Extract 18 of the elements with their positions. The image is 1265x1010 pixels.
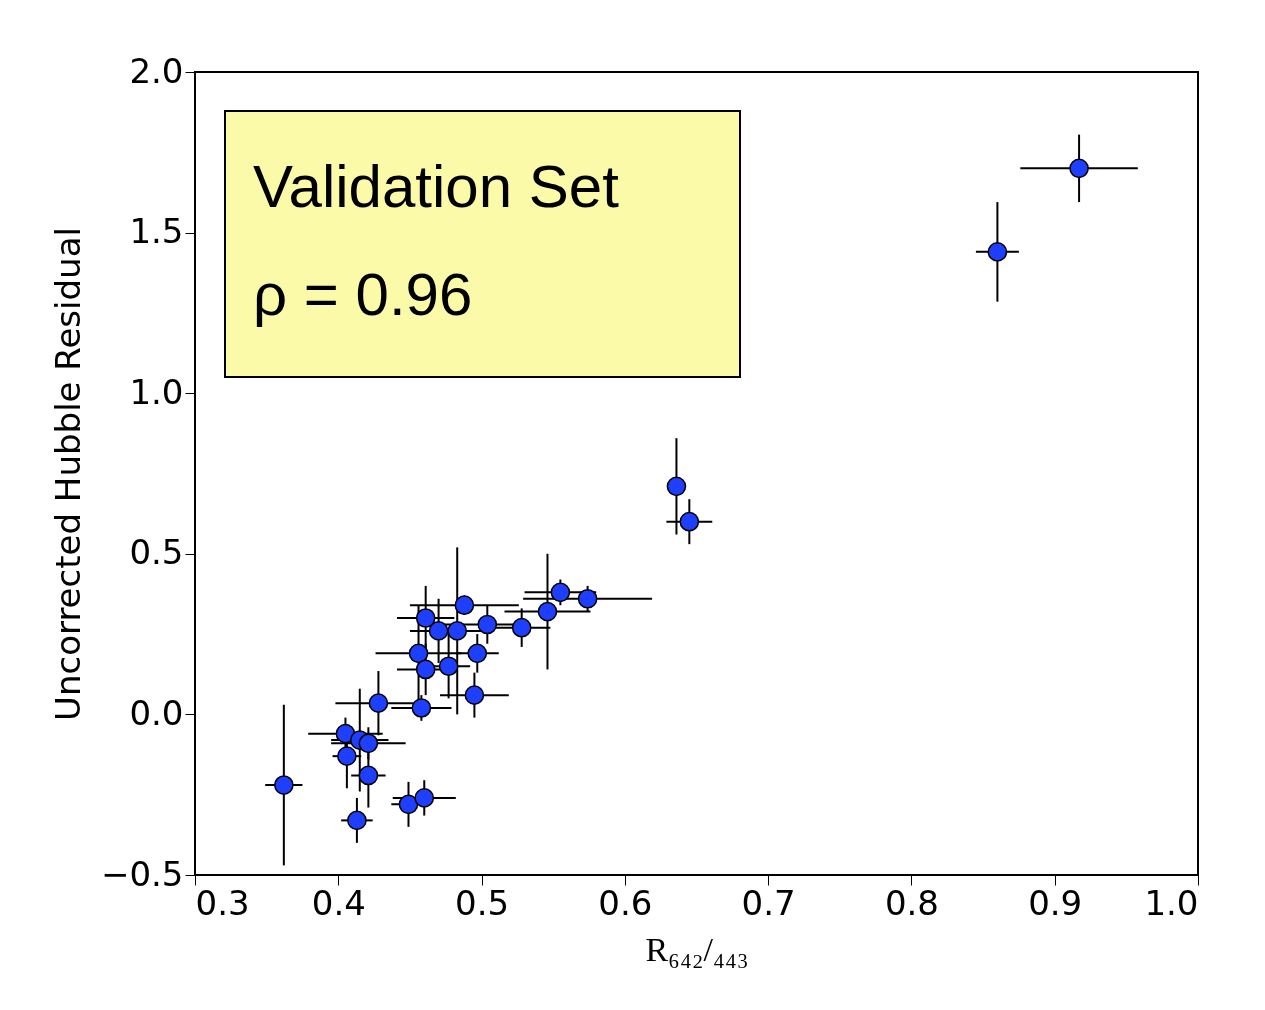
y-tick-label: 2.0 (129, 50, 184, 91)
annotation: ρ = 0.96 (253, 261, 473, 328)
x-tick-label: 0.7 (741, 882, 796, 923)
y-axis-title: Uncorrected Hubble Residual (47, 227, 88, 721)
y-tick-label: 1.5 (129, 211, 184, 252)
y-tick-label: 0.5 (129, 532, 184, 573)
y-tick-label: 0.0 (129, 692, 184, 733)
annotation: Validation Set (253, 153, 620, 220)
x-tick-label: 0.5 (455, 882, 510, 923)
x-tick-label: 0.8 (884, 882, 939, 923)
x-tick-label: 0.3 (195, 882, 250, 923)
x-tick-label: 0.6 (598, 882, 653, 923)
y-tick-label: 1.0 (129, 371, 184, 412)
x-tick-label: 1.0 (1144, 882, 1199, 923)
x-tick-label: 0.4 (311, 882, 366, 923)
y-tick-label: −0.5 (100, 853, 184, 894)
x-axis-title: R₆₄₂/₄₄₃ (645, 930, 749, 968)
x-tick-label: 0.9 (1028, 882, 1083, 923)
